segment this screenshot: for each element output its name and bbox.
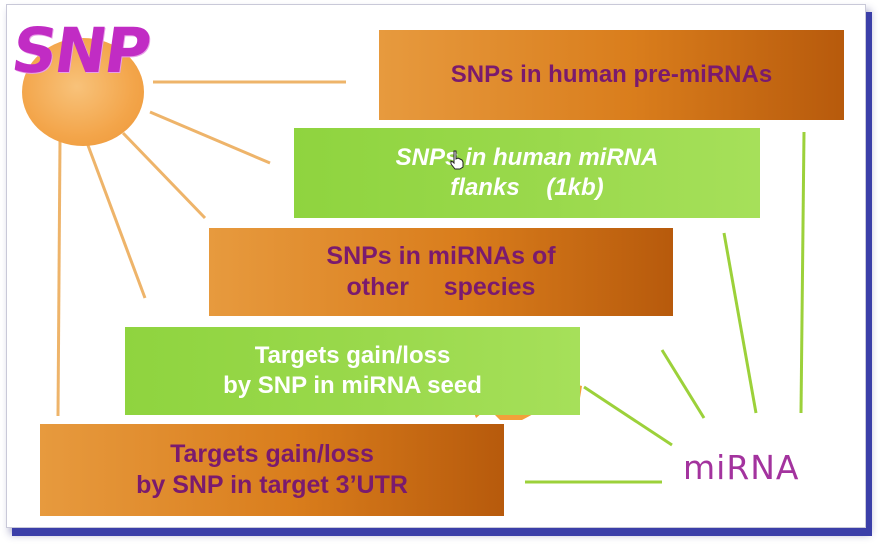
snp-hub-label: SNP — [7, 14, 154, 87]
box-snps-mirna-flanks: SNPs in human miRNA flanks (1kb) — [294, 128, 760, 218]
box-label: SNPs in human pre-miRNAs — [450, 61, 773, 88]
mirna-ray-4 — [583, 385, 673, 447]
mirna-hub-label: miRNA — [683, 448, 800, 487]
box-label: Targets gain/loss by SNP in miRNA seed — [223, 342, 482, 399]
box-label: SNPs in miRNAs of other species — [326, 241, 556, 301]
box-snps-other-species: SNPs in miRNAs of other species — [209, 228, 673, 316]
hand-pointer-icon — [449, 150, 465, 175]
box-label: SNPs in human miRNA flanks (1kb) — [395, 144, 659, 201]
mirna-ray-1 — [799, 131, 806, 414]
snp-ray-4 — [84, 139, 147, 299]
box-snps-pre-mirnas: SNPs in human pre-miRNAs — [379, 30, 844, 120]
box-targets-3utr: Targets gain/loss by SNP in target 3’UTR — [40, 424, 504, 516]
snp-ray-3 — [121, 131, 207, 220]
box-targets-mirna-seed: Targets gain/loss by SNP in miRNA seed — [125, 327, 580, 415]
box-label: Targets gain/loss by SNP in target 3’UTR — [136, 439, 408, 499]
mirna-ray-2 — [722, 232, 758, 414]
snp-ray-2 — [149, 110, 271, 165]
snp-ray-5 — [56, 139, 62, 417]
mirna-ray-3 — [660, 349, 706, 419]
snp-hub-circle — [22, 38, 144, 146]
